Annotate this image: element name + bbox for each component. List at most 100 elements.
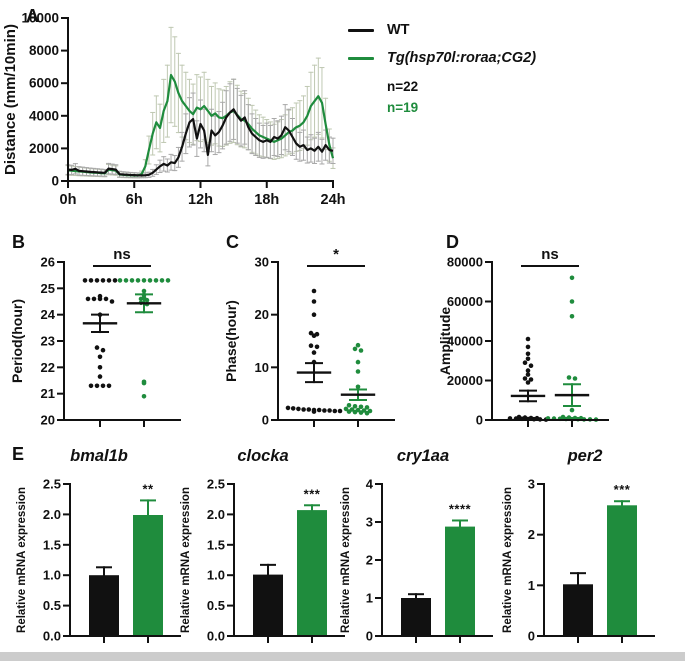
bar-plot: 0 1 2 3 4 Relative mRNA expression **** [340,477,493,644]
svg-text:0: 0 [476,413,483,428]
panel-b-period-scatter: 20 21 22 23 24 25 26 Period(hour) ns [9,246,181,428]
svg-text:2.0: 2.0 [207,507,225,522]
svg-text:4: 4 [366,477,374,492]
legend: WT Tg(hsp70l:roraa;CG2) n=22 n=19 [348,22,536,117]
svg-text:3: 3 [528,477,535,492]
bar-plot: 0.0 0.5 1.0 1.5 2.0 2.5 Relative mRNA expressi… [16,477,181,644]
svg-text:0: 0 [51,174,59,189]
svg-text:40000: 40000 [447,334,483,349]
svg-text:2.5: 2.5 [43,477,61,492]
significance-label: ** [142,481,154,496]
n-count-tg: n=19 [387,100,419,116]
error-bar-WT [260,563,276,576]
mean-sem-WT [510,389,546,403]
svg-text:6h: 6h [126,192,143,208]
svg-text:Distance (mm/10min): Distance (mm/10min) [2,24,19,175]
mean-sem-WT [296,362,332,384]
bar-Tg [133,515,163,636]
significance-label: *** [614,482,631,497]
error-bar-WT [408,593,424,599]
scatter-axes: 20 21 22 23 24 25 26 Period(hour) [9,255,181,428]
svg-text:10: 10 [255,360,269,375]
svg-text:Phase(hour): Phase(hour) [223,300,239,382]
svg-text:24h: 24h [321,192,346,208]
svg-text:0.0: 0.0 [43,629,61,644]
tg-line-swatch [348,56,374,60]
svg-text:1.5: 1.5 [207,537,225,552]
panel-e-per2-bar-chart: 0 1 2 3 Relative mRNA expression *** [502,477,655,644]
svg-text:0.0: 0.0 [207,629,225,644]
svg-text:0h: 0h [60,192,77,208]
svg-text:10000: 10000 [21,11,59,26]
svg-text:25: 25 [41,281,55,296]
svg-text:ns: ns [541,246,559,263]
svg-text:18h: 18h [254,192,279,208]
svg-text:1.0: 1.0 [207,568,225,583]
scatter-axes: 0 20000 40000 60000 80000 Amplitude [437,255,609,428]
bar-WT [253,574,283,636]
error-bar-WT [570,572,586,586]
svg-text:24: 24 [41,307,56,322]
svg-text:Amplitude: Amplitude [437,307,453,376]
svg-text:0.5: 0.5 [207,598,225,613]
gene-title-bmal1b: bmal1b [70,447,128,465]
svg-text:20: 20 [41,413,55,428]
svg-text:ns: ns [113,246,131,263]
panel-label-d: D [446,232,460,252]
svg-text:0: 0 [528,629,535,644]
mean-sem-WT [82,313,118,334]
scatter-plot: 20 21 22 23 24 25 26 Period(hour) ns [9,246,181,428]
bar-plot: 0 1 2 3 Relative mRNA expression *** [502,477,655,644]
svg-text:80000: 80000 [447,255,483,270]
error-bar-Tg [140,499,156,517]
panel-a-axes: 0 2000 4000 6000 8000 10000 0h 6h 12h 18h 24h Dista… [2,11,346,209]
significance-label: *** [304,486,321,501]
svg-text:Relative mRNA expression: Relative mRNA expression [502,487,514,633]
svg-text:2: 2 [366,553,373,568]
bar-WT [89,575,119,636]
legend-item-tg: Tg(hsp70l:roraa;CG2) [348,50,536,66]
scatter-plot: 0 20000 40000 60000 80000 Amplitude ns [437,246,609,428]
legend-label-tg: Tg(hsp70l:roraa;CG2) [387,50,537,66]
panel-a-plot: 0 2000 4000 6000 8000 10000 0h 6h 12h 18h 24h Dista… [2,11,346,209]
svg-text:30: 30 [255,255,269,270]
svg-text:Period(hour): Period(hour) [9,299,25,383]
svg-text:0: 0 [366,629,373,644]
svg-text:26: 26 [41,255,55,270]
mean-sem-Tg [554,383,590,407]
panel-label-e: E [12,444,25,464]
window-bottom-edge [0,652,685,661]
error-bar-WT [96,566,112,577]
dots-WT [285,288,343,414]
gene-title-clocka: clocka [237,447,289,465]
svg-text:8000: 8000 [29,43,59,58]
svg-text:1: 1 [366,591,373,606]
bar-WT [401,598,431,636]
svg-text:20: 20 [255,307,269,322]
legend-item-wt: WT [348,22,536,38]
wt-line-swatch [348,28,374,32]
mean-sem-Tg [340,388,376,401]
error-bar-Tg [452,519,468,528]
svg-text:20000: 20000 [447,373,483,388]
svg-text:23: 23 [41,334,55,349]
svg-text:2.5: 2.5 [207,477,225,492]
panel-label-b: B [12,232,26,252]
svg-text:0.5: 0.5 [43,598,61,613]
significance: * [307,246,365,267]
scatter-plot: 0 10 20 30 Phase(hour) * [223,246,395,428]
panel-e-clocka-bar-chart: 0.0 0.5 1.0 1.5 2.0 2.5 Relative mRNA expressi… [180,477,345,644]
svg-text:Relative mRNA expression: Relative mRNA expression [340,487,352,633]
panel-e-cry1aa-bar-chart: 0 1 2 3 4 Relative mRNA expression **** [340,477,493,644]
svg-text:2: 2 [528,527,535,542]
bar-axes: 0 1 2 3 4 Relative mRNA expression [340,477,493,644]
panel-e-bmal1b-bar-chart: 0.0 0.5 1.0 1.5 2.0 2.5 Relative mRNA expressi… [16,477,181,644]
bar-Tg [607,505,637,636]
svg-text:1.5: 1.5 [43,537,61,552]
svg-text:2.0: 2.0 [43,507,61,522]
bar-Tg [297,510,327,636]
legend-label-wt: WT [387,22,410,38]
gene-title-cry1aa: cry1aa [396,447,450,465]
mean-sem-Tg [126,293,162,314]
